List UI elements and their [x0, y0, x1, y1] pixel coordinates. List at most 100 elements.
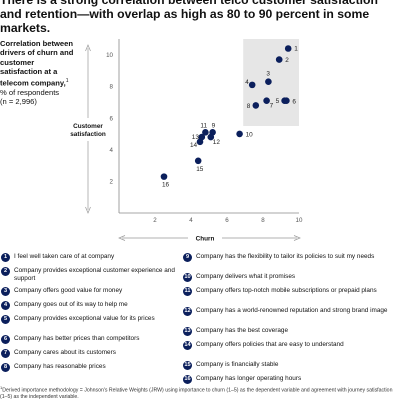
- footnote-mark: 1: [65, 77, 69, 84]
- data-point: [265, 78, 272, 86]
- x-arrow-left-head: [118, 235, 126, 241]
- point-label: 1: [294, 45, 298, 52]
- legend-item: 11 Company offers top-notch mobile subscr…: [183, 287, 400, 296]
- legend-text: Company has a world-renowned reputation …: [196, 307, 388, 314]
- legend-number-badge: 1: [1, 253, 10, 262]
- point-label: 11: [200, 122, 207, 129]
- sample-size: (n = 2,996): [0, 96, 37, 106]
- footnote-text: Derived importance methodology = Johnson…: [0, 387, 393, 401]
- x-tick-label: 2: [153, 217, 157, 224]
- legend-number-badge: 9: [183, 253, 192, 262]
- legend-item: 4 Company goes out of its way to help me: [1, 301, 189, 310]
- legend-text: Company delivers what it promises: [196, 273, 296, 280]
- legend-item: 16 Company has longer operating hours: [183, 375, 400, 384]
- data-point: [194, 157, 202, 165]
- legend-number-badge: 4: [1, 301, 10, 310]
- footnote: 1Derived importance methodology = Johnso…: [0, 385, 400, 401]
- legend-number-badge: 6: [1, 335, 10, 344]
- legend-item: 8 Company has reasonable prices: [1, 363, 189, 372]
- legend-number-badge: 12: [183, 307, 192, 316]
- data-point: [236, 130, 243, 138]
- x-tick-label: 6: [225, 217, 229, 224]
- legend-text: Company is financially stable: [196, 361, 279, 368]
- legend-number-badge: 7: [1, 349, 10, 358]
- x-tick-label: 10: [296, 217, 303, 224]
- y-axis-title-line-2: satisfaction: [70, 131, 106, 138]
- legend-number-badge: 3: [1, 287, 10, 296]
- legend-item: 14 Company offers policies that are easy …: [183, 341, 400, 350]
- legend-text: Company has reasonable prices: [14, 363, 106, 370]
- chart-description-title-text: Correlation between drivers of churn and…: [0, 39, 74, 88]
- y-tick-label: 4: [110, 147, 114, 154]
- chart-description-title: Correlation between drivers of churn and…: [0, 39, 78, 88]
- legend-number-badge: 2: [1, 267, 10, 276]
- legend-item: 15 Company is financially stable: [183, 361, 400, 370]
- point-label: 14: [190, 142, 198, 149]
- point-label: 10: [246, 131, 254, 138]
- point-label: 13: [192, 134, 200, 141]
- legend-item: 9 Company has the flexibility to tailor i…: [183, 253, 400, 262]
- headline: There is a strong correlation between te…: [0, 0, 378, 35]
- legend-item: 1 I feel well taken care of at company: [1, 253, 189, 262]
- legend-item: 3 Company offers good value for money: [1, 287, 189, 296]
- y-tick-label: 10: [106, 52, 113, 59]
- x-tick-label: 8: [261, 217, 265, 224]
- y-arrow-up-head: [85, 44, 91, 52]
- data-point: [252, 102, 260, 109]
- point-label: 12: [213, 139, 221, 146]
- x-arrow-right-head: [293, 235, 301, 241]
- legend-text: Company has better prices than competito…: [14, 335, 140, 342]
- data-point: [248, 81, 256, 89]
- legend-number-badge: 11: [183, 287, 192, 296]
- footnote-mark-bottom: 1: [0, 385, 3, 390]
- point-label: 2: [285, 57, 289, 64]
- legend-text: Company cares about its customers: [14, 349, 116, 356]
- legend-item: 6 Company has better prices than competit…: [1, 335, 189, 344]
- legend-number-badge: 8: [1, 363, 10, 372]
- legend-text: Company has longer operating hours: [196, 375, 302, 382]
- data-point: [196, 138, 204, 146]
- legend-text: Company has the flexibility to tailor it…: [196, 253, 375, 260]
- legend-text: Company offers top-notch mobile subscrip…: [196, 287, 377, 294]
- y-tick-label: 6: [110, 115, 114, 122]
- chart-unit: % of respondents: [0, 87, 60, 97]
- legend-text: I feel well taken care of at company: [14, 253, 115, 260]
- data-point: [160, 173, 168, 180]
- point-label: 6: [292, 99, 296, 106]
- data-point: [284, 45, 292, 52]
- legend-item: 13 Company has the best coverage: [183, 327, 400, 336]
- legend-number-badge: 15: [183, 361, 192, 370]
- data-point: [263, 97, 270, 104]
- point-label: 3: [266, 71, 270, 78]
- legend-text: Company has the best coverage: [196, 327, 289, 334]
- legend-number-badge: 14: [183, 341, 192, 350]
- legend-item: 7 Company cares about its customers: [1, 349, 189, 358]
- y-tick-label: 2: [110, 179, 114, 186]
- y-axis-title-line-1: Customer: [73, 123, 103, 130]
- legend-text: Company goes out of its way to help me: [14, 301, 128, 308]
- point-label: 8: [247, 103, 251, 110]
- legend-item: 2 Company provides exceptional customer e…: [1, 267, 189, 283]
- data-point: [275, 56, 283, 63]
- point-label: 15: [196, 166, 204, 173]
- x-tick-label: 4: [189, 217, 193, 224]
- point-label: 4: [245, 79, 249, 86]
- point-label: 5: [276, 98, 280, 105]
- legend-text: Company offers good value for money: [14, 287, 123, 294]
- legend-item: 5 Company provides exceptional value for …: [1, 315, 189, 324]
- legend-item: 10 Company delivers what it promises: [183, 273, 400, 282]
- y-arrow-down-head: [85, 206, 91, 214]
- legend-item: 12 Company has a world-renowned reputatio…: [183, 307, 400, 316]
- point-label: 16: [162, 182, 170, 189]
- data-point: [283, 97, 290, 104]
- data-point: [202, 129, 209, 136]
- y-axis-title: Customer satisfaction: [70, 123, 106, 138]
- legend-number-badge: 10: [183, 273, 192, 282]
- x-axis-title: Churn: [196, 236, 215, 243]
- legend-number-badge: 16: [183, 375, 192, 384]
- legend: 1 I feel well taken care of at company 2 Co…: [0, 253, 400, 384]
- data-point: [207, 133, 215, 141]
- legend-text: Company offers policies that are easy to…: [196, 341, 344, 348]
- point-label: 7: [270, 103, 274, 110]
